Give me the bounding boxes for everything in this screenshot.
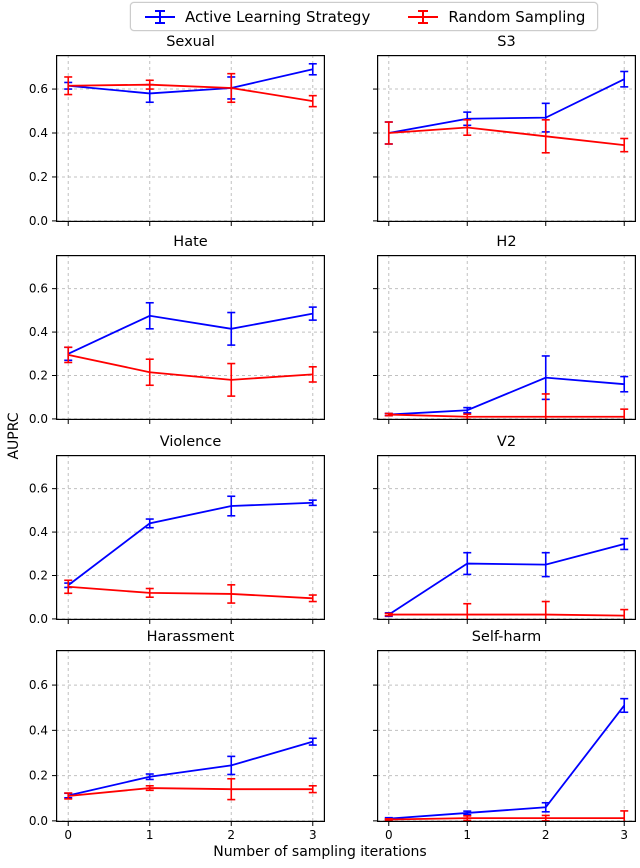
y-tick-label: 0.6 [29, 82, 48, 96]
line-h2-random-sampling [388, 413, 625, 418]
line-hate-active-learning-strategy [67, 312, 313, 355]
y-tick-label: 0.4 [29, 126, 48, 140]
series-group-self-harm [384, 697, 629, 822]
y-tick-label: 0.2 [29, 368, 48, 382]
x-tick-label: 1 [463, 828, 471, 842]
line-s3-random-sampling [388, 126, 625, 146]
series-group-v2 [384, 537, 629, 620]
line-sexual-active-learning-strategy [68, 68, 313, 95]
series-group-sexual [64, 62, 317, 108]
y-tick-label: 0.0 [29, 814, 48, 828]
line-hate-random-sampling [68, 353, 313, 381]
subplot-title-hate: Hate [173, 234, 208, 250]
y-tick-label: 0.0 [29, 412, 48, 426]
legend-label-active-learning: Active Learning Strategy [185, 7, 371, 26]
series-group-h2 [384, 355, 629, 420]
plot-area-sexual: 0.0 0.2 0.4 0.6 [29, 55, 325, 228]
y-tick-label: 0.2 [29, 170, 48, 184]
y-tick-label: 0.6 [29, 678, 48, 692]
line-s3-active-learning-strategy [388, 78, 625, 134]
line-v2-random-sampling [388, 613, 625, 617]
subplot-title-s3: S3 [497, 34, 516, 50]
y-tick-label: 0.6 [29, 282, 48, 296]
y-tick-label: 0.2 [29, 568, 48, 582]
line-harassment-random-sampling [68, 787, 313, 797]
errorbar-red-icon [408, 9, 439, 24]
y-tick-label: 0.0 [29, 214, 48, 228]
y-tick-label: 0.2 [29, 769, 48, 783]
plot-area-v2 [373, 455, 636, 624]
subplot-title-v2: V2 [496, 434, 517, 450]
line-violence-random-sampling [68, 585, 313, 600]
line-self-harm-active-learning-strategy [388, 704, 625, 820]
x-tick-label: 0 [64, 828, 72, 842]
series-group-hate [64, 301, 317, 397]
errorbar-blue-icon [145, 9, 175, 24]
plot-area-harassment: 0 1 2 3 0.0 0.2 0.4 0.6 [29, 650, 325, 842]
line-harassment-active-learning-strategy [68, 740, 314, 797]
x-tick-label: 0 [385, 828, 393, 842]
y-tick-label: 0.0 [29, 612, 48, 626]
y-tick-label: 0.4 [29, 325, 48, 339]
y-tick-label: 0.4 [29, 525, 48, 539]
line-sexual-random-sampling [68, 83, 313, 103]
legend-item-random-sampling: Random Sampling [406, 8, 585, 26]
line-v2-active-learning-strategy [388, 543, 625, 616]
plot-area-violence: 0.0 0.2 0.4 0.6 [29, 455, 325, 626]
plot-area-hate: 0.0 0.2 0.4 0.6 [29, 255, 325, 426]
series-group-harassment [64, 737, 317, 801]
legend-item-active-learning: Active Learning Strategy [143, 8, 370, 26]
series-group-violence [64, 495, 317, 604]
y-tick-label: 0.4 [29, 723, 48, 737]
subplot-title-sexual: Sexual [166, 34, 215, 50]
line-violence-active-learning-strategy [67, 501, 313, 586]
x-tick-label: 3 [309, 828, 317, 842]
y-tick-label: 0.6 [29, 482, 48, 496]
line-h2-active-learning-strategy [388, 376, 625, 416]
subplot-title-h2: H2 [496, 234, 517, 250]
subplot-title-violence: Violence [159, 434, 222, 450]
legend-label-random-sampling: Random Sampling [448, 7, 586, 26]
plot-area-h2 [373, 255, 636, 424]
x-tick-label: 3 [620, 828, 628, 842]
y-axis-label: AUPRC [6, 412, 22, 460]
subplot-title-harassment: Harassment [146, 629, 235, 645]
series-group-s3 [384, 70, 629, 154]
legend: Active Learning Strategy Random Sampling [130, 2, 599, 31]
plot-area-self-harm: 0 1 2 3 [373, 650, 636, 842]
line-self-harm-random-sampling [388, 817, 625, 821]
subplot-title-self-harm: Self-harm [471, 629, 542, 645]
x-tick-label: 1 [146, 828, 154, 842]
x-tick-label: 2 [542, 828, 550, 842]
x-tick-label: 2 [227, 828, 235, 842]
plot-area-s3 [373, 55, 636, 226]
x-axis-label: Number of sampling iterations [213, 844, 427, 860]
